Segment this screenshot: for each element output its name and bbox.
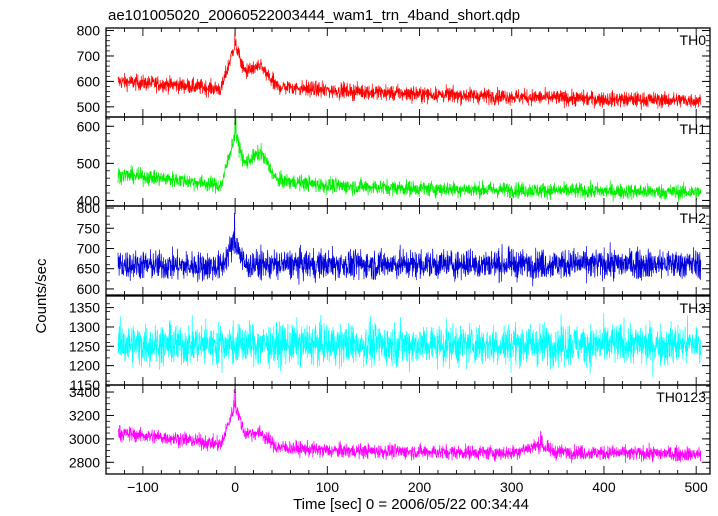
series-line-th0123 [117,389,702,464]
x-tick-label: 300 [500,479,524,495]
y-tick-label: 3000 [69,431,100,447]
y-tick-label: 1200 [69,358,100,374]
panel-label-th1: TH1 [680,121,707,137]
x-tick-label: −100 [127,479,159,495]
panel-label-th0: TH0 [680,32,707,48]
y-tick-label: 3400 [69,384,100,400]
chart-title: ae101005020_20060522003444_wam1_trn_4ban… [108,7,520,24]
panel-frame [105,205,711,296]
panel-frame [105,384,711,475]
y-tick-label: 400 [77,192,101,208]
x-tick-label: 400 [592,479,616,495]
panel-th0123: 2800 3000 3200 3400 TH0123 [69,384,711,475]
panel-frame [105,27,711,118]
y-tick-label: 1350 [69,300,100,316]
panel-label-th3: TH3 [680,300,707,316]
panel-th0: 500 600 700 800 TH0 [77,23,711,118]
panel-label-th0123: TH0123 [656,389,706,405]
y-tick-label: 600 [77,281,101,297]
y-tick-label: 1150 [70,377,100,393]
x-axis-label: Time [sec] 0 = 2006/05/22 00:34:44 [293,496,529,513]
x-tick-label: 500 [684,479,708,495]
y-tick-label: 800 [77,23,101,39]
y-tick-label: 800 [77,200,101,216]
x-tick-labels: −100 0 100 200 300 400 500 [127,479,708,495]
y-tick-label: 650 [77,261,101,277]
y-axis-label: Counts/sec [33,258,50,334]
series-line-th1 [117,117,702,202]
series-line-th2 [117,212,702,287]
series-line-th0 [117,31,702,110]
y-tick-label: 750 [77,220,101,236]
y-tick-label: 2800 [69,454,100,470]
y-tick-label: 1300 [69,319,100,335]
y-tick-label: 1250 [69,338,100,354]
y-tick-label: 3200 [69,407,100,423]
y-tick-label: 700 [77,240,101,256]
panel-label-th2: TH2 [680,210,707,226]
panel-th1: 400 500 600 TH1 [77,116,711,208]
x-tick-label: 100 [316,479,340,495]
panel-th2: 600 650 700 750 800 TH2 [77,200,711,297]
y-tick-label: 500 [77,155,101,171]
panel-th3: 1150 1200 1250 1300 1350 TH3 [69,295,711,393]
y-tick-label: 600 [77,73,101,89]
x-tick-label: 200 [408,479,432,495]
panels-group: 500 600 700 800 TH0 400 500 600 TH1 600 650 700 750 8… [69,23,711,475]
y-tick-label: 500 [77,99,101,115]
x-tick-label: 0 [231,479,239,495]
y-tick-label: 600 [77,118,101,134]
y-tick-label: 700 [77,48,101,64]
series-line-th3 [117,313,702,377]
